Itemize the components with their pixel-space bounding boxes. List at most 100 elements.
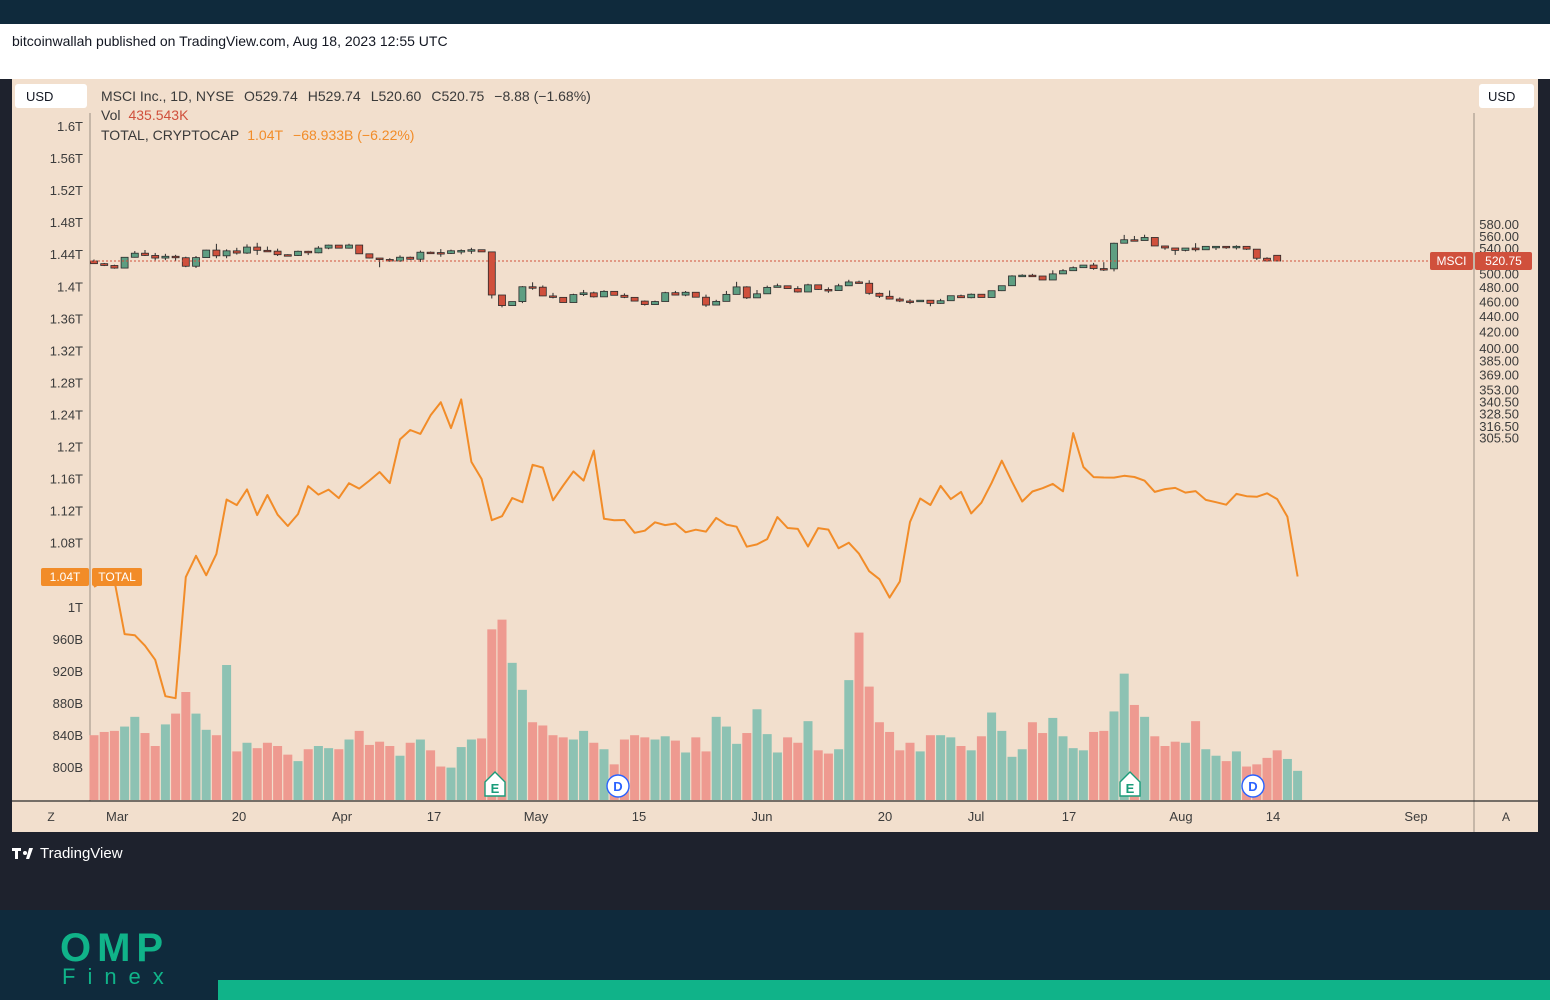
volume-bar xyxy=(813,750,823,800)
volume-bar xyxy=(721,726,731,800)
total-cap-line xyxy=(93,398,1299,700)
volume-bar xyxy=(681,752,691,800)
volume-bar xyxy=(599,749,609,800)
volume-bar xyxy=(1119,673,1129,800)
volume-bar xyxy=(211,735,221,800)
footer-accent-bar xyxy=(218,980,1550,1000)
currency-button-left[interactable]: USD xyxy=(15,84,87,108)
candle-body xyxy=(406,256,415,260)
volume-bar xyxy=(1027,722,1037,800)
left-tick-label: 1.6T xyxy=(57,119,83,134)
chart-svg[interactable]: 1.6T 1.56T 1.52T 1.48T 1.44T 1.4T 1.36T 1.32T 1.… xyxy=(12,79,1538,832)
candle-body xyxy=(243,246,251,254)
volume-bar xyxy=(293,761,303,800)
left-tick-label: 1.36T xyxy=(50,311,83,326)
left-tick-label: 1.16T xyxy=(50,472,83,487)
volume-bar xyxy=(966,750,976,800)
volume-bar xyxy=(1272,750,1282,800)
volume-bar xyxy=(252,748,262,800)
candle-body xyxy=(202,249,211,258)
candle-body xyxy=(824,289,833,292)
volume-bar xyxy=(528,722,538,800)
candle-body xyxy=(161,255,170,259)
candle-body xyxy=(120,256,129,269)
volume-bar xyxy=(1150,736,1160,800)
dividend-marker-icon xyxy=(606,774,630,798)
candle-body xyxy=(630,296,639,302)
volume-bar xyxy=(1221,761,1231,800)
legend-line-volume: Vol 435.543K xyxy=(101,107,189,123)
candle-body xyxy=(273,250,282,256)
volume-bars xyxy=(89,619,1303,800)
candle-body xyxy=(916,299,925,303)
volume-bar xyxy=(456,747,466,800)
volume-bar xyxy=(109,730,119,800)
volume-bar xyxy=(711,716,721,800)
volume-bar xyxy=(1078,750,1088,800)
x-tick-label: 15 xyxy=(632,809,646,824)
omp-logo: OMP xyxy=(60,926,170,970)
volume-bar xyxy=(1211,755,1221,800)
candle-body xyxy=(528,286,537,289)
candle-body xyxy=(651,301,659,305)
candle-body xyxy=(457,250,466,253)
candle-body xyxy=(1120,239,1129,244)
candle-body xyxy=(1008,275,1016,287)
x-tick-label: Jun xyxy=(752,809,773,824)
tradingview-wordmark: TradingView xyxy=(40,844,123,862)
x-tick-label: 20 xyxy=(878,809,892,824)
volume-bar xyxy=(507,662,517,800)
legend-line-msci: MSCI Inc., 1D, NYSE O529.74 H529.74 L520.60… xyxy=(101,88,591,104)
right-tick-label: 400.00 xyxy=(1479,341,1519,356)
candle-body xyxy=(518,286,527,302)
top-band xyxy=(0,0,1550,24)
candle-body xyxy=(875,292,884,297)
volume-bar xyxy=(1180,742,1190,800)
chart-panel[interactable]: 1.6T 1.56T 1.52T 1.48T 1.44T 1.4T 1.36T 1.32T 1.… xyxy=(12,79,1538,832)
volume-bar xyxy=(405,742,415,800)
x-tick-label: May xyxy=(524,809,549,824)
candle-body xyxy=(1099,268,1108,271)
candle-body xyxy=(1038,275,1047,281)
tradingview-brand[interactable]: TradingView xyxy=(12,842,123,864)
volume-bar xyxy=(140,733,150,800)
volume-bar xyxy=(579,730,589,800)
candle-body xyxy=(722,293,731,302)
auto-scale-button[interactable]: A xyxy=(1502,810,1510,824)
volume-bar xyxy=(99,731,109,800)
zoom-button[interactable]: Z xyxy=(47,810,54,824)
currency-button-right[interactable]: USD xyxy=(1479,84,1534,108)
volume-bar xyxy=(1191,721,1201,800)
volume-bar xyxy=(160,724,170,800)
dividend-marker-label: D xyxy=(1248,779,1257,794)
left-axis-ticks: 1.6T 1.56T 1.52T 1.48T 1.44T 1.4T 1.36T 1.32T 1.… xyxy=(50,119,83,775)
right-tick-label: 353.00 xyxy=(1479,382,1519,397)
candle-body xyxy=(1079,264,1088,269)
candle-body xyxy=(324,244,333,249)
volume-bar xyxy=(874,722,884,800)
candle-body xyxy=(732,286,741,295)
earnings-marker-label: E xyxy=(491,781,500,796)
candle-body xyxy=(365,253,374,259)
volume-bar xyxy=(640,737,650,800)
x-tick-label: 14 xyxy=(1266,809,1280,824)
candle-body xyxy=(712,300,721,306)
volume-bar xyxy=(395,755,405,800)
volume-bar xyxy=(1058,736,1068,800)
msci-candles xyxy=(90,234,1282,308)
right-tick-label: 340.50 xyxy=(1479,394,1519,409)
volume-bar xyxy=(905,742,915,800)
candle-body xyxy=(987,290,996,298)
volume-bar xyxy=(477,738,487,800)
x-tick-label: Mar xyxy=(106,809,129,824)
volume-bar xyxy=(701,751,711,800)
volume-bar xyxy=(1068,748,1078,800)
volume-bar xyxy=(436,766,446,800)
volume-bar xyxy=(1048,717,1058,800)
volume-bar xyxy=(232,751,242,800)
candle-body xyxy=(1140,237,1149,241)
candle-body xyxy=(487,251,496,296)
volume-bar xyxy=(793,742,803,800)
volume-bar xyxy=(354,730,364,800)
